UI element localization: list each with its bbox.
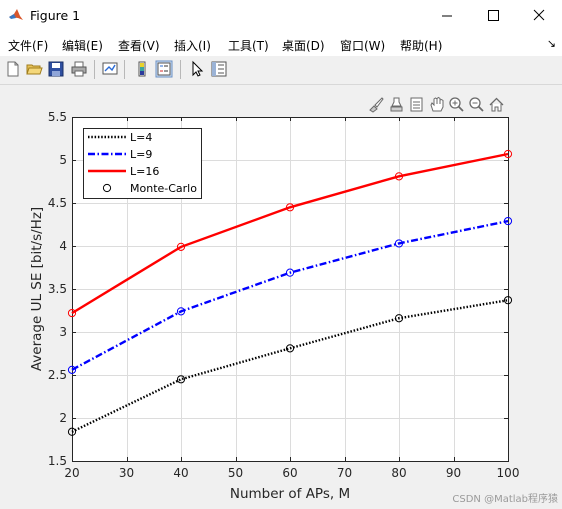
- menu-view[interactable]: 查看(V): [118, 39, 160, 53]
- figure-toolbar: [0, 56, 562, 85]
- title-bar: Figure 1: [0, 0, 562, 32]
- property-inspector-icon[interactable]: [210, 60, 228, 78]
- close-icon: [533, 9, 545, 21]
- menu-insert[interactable]: 插入(I): [174, 39, 211, 53]
- pointer-icon[interactable]: [188, 60, 206, 78]
- zoom-out-icon[interactable]: [468, 96, 485, 113]
- zoom-in-icon[interactable]: [448, 96, 465, 113]
- window-title: Figure 1: [30, 8, 81, 23]
- matlab-logo-icon: [9, 9, 23, 20]
- link-plot-icon[interactable]: [101, 60, 119, 78]
- open-file-icon[interactable]: [25, 60, 43, 78]
- close-button[interactable]: [516, 0, 562, 32]
- maximize-icon: [488, 10, 499, 21]
- menu-file[interactable]: 文件(F): [8, 39, 49, 53]
- save-icon[interactable]: [47, 60, 65, 78]
- brush-icon[interactable]: [368, 96, 385, 113]
- watermark: CSDN @Matlab程序猿: [452, 494, 558, 505]
- toolbar-separator: [94, 60, 95, 79]
- menu-window[interactable]: 窗口(W): [340, 39, 386, 53]
- colorbar-icon[interactable]: [133, 60, 151, 78]
- menu-bar: 文件(F) 编辑(E) 查看(V) 插入(I) 工具(T) 桌面(D) 窗口(W…: [0, 32, 562, 56]
- home-icon[interactable]: [488, 96, 505, 113]
- data-tips-icon[interactable]: [388, 96, 405, 113]
- menu-help[interactable]: 帮助(H): [400, 39, 443, 53]
- menu-overflow-icon[interactable]: ↘: [546, 37, 556, 50]
- menu-desktop[interactable]: 桌面(D): [282, 39, 325, 53]
- menu-tools[interactable]: 工具(T): [228, 39, 269, 53]
- minimize-button[interactable]: [424, 0, 470, 32]
- legend-icon[interactable]: [155, 60, 173, 78]
- new-figure-icon[interactable]: [4, 60, 22, 78]
- menu-edit[interactable]: 编辑(E): [62, 39, 103, 53]
- figure-canvas: [0, 85, 562, 509]
- toolbar-separator: [124, 60, 125, 79]
- maximize-button[interactable]: [470, 0, 516, 32]
- pan-icon[interactable]: [428, 96, 445, 113]
- export-icon[interactable]: [408, 96, 425, 113]
- toolbar-separator: [180, 60, 181, 79]
- print-icon[interactable]: [70, 60, 88, 78]
- minimize-icon: [442, 15, 452, 17]
